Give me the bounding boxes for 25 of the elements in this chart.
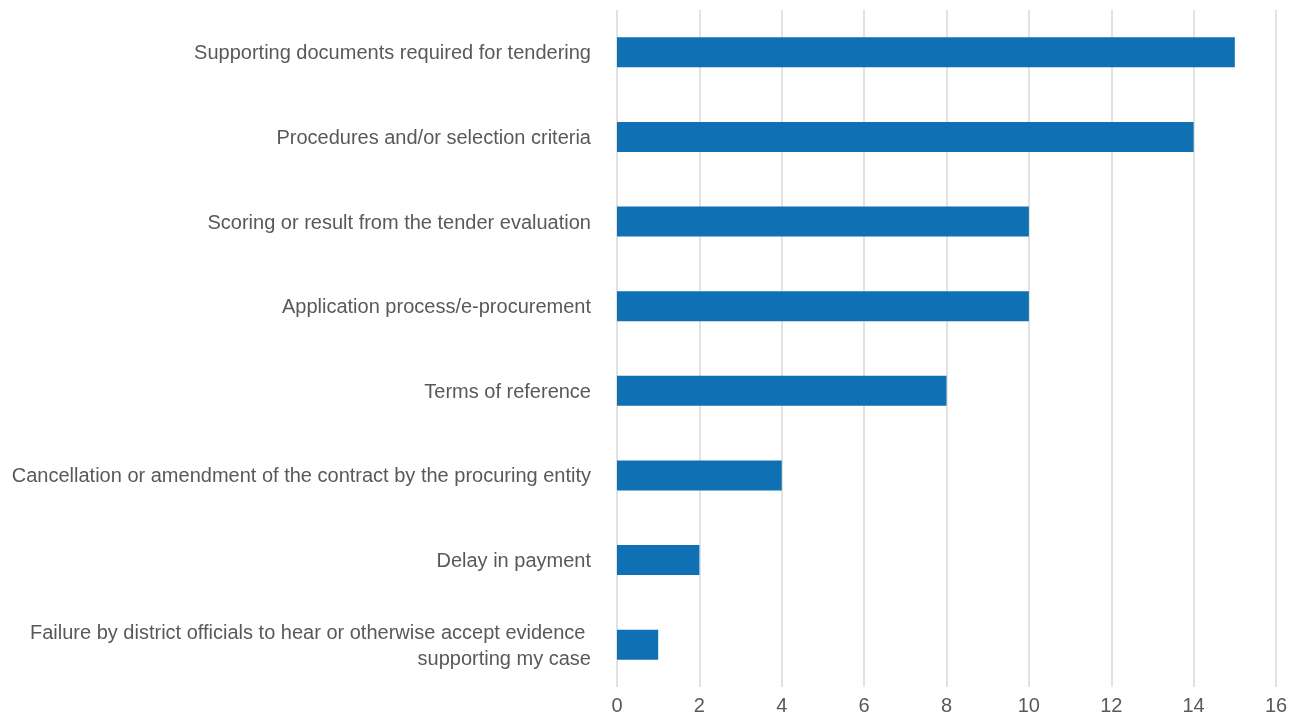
y-tick-label: Scoring or result from the tender evaluation: [207, 210, 591, 233]
y-tick-label: Application process/e-procurement: [281, 295, 592, 318]
x-tick-label: 12: [1100, 694, 1123, 716]
y-tick-label: Procedures and/or selection criteria: [276, 125, 592, 148]
y-tick-label: Delay in payment: [436, 549, 592, 572]
bar: [617, 37, 1235, 68]
x-tick-label: 2: [693, 694, 705, 716]
y-tick-label: Cancellation or amendment of the contract by the procuring entity: [11, 464, 591, 487]
bar: [617, 375, 947, 406]
x-tick-label: 8: [940, 694, 953, 716]
x-tick-label: 6: [858, 694, 870, 716]
x-tick-label: 0: [611, 694, 623, 716]
bar: [617, 206, 1029, 237]
bar: [617, 629, 659, 660]
y-tick-label: Terms of reference: [424, 379, 591, 402]
x-tick-label: 10: [1017, 694, 1040, 716]
x-tick-label: 14: [1182, 694, 1205, 716]
bar: [617, 545, 700, 576]
y-tick-label: Supporting documents required for tendering: [194, 41, 591, 64]
x-tick-label: 16: [1264, 694, 1288, 716]
bar: [617, 121, 1194, 152]
x-tick-label: 4: [776, 694, 788, 716]
bar: [617, 291, 1029, 322]
bar: [617, 460, 782, 491]
y-tick-label: Failure by district officials to hear or otherwise accept evidence supporting my case: [29, 620, 591, 669]
